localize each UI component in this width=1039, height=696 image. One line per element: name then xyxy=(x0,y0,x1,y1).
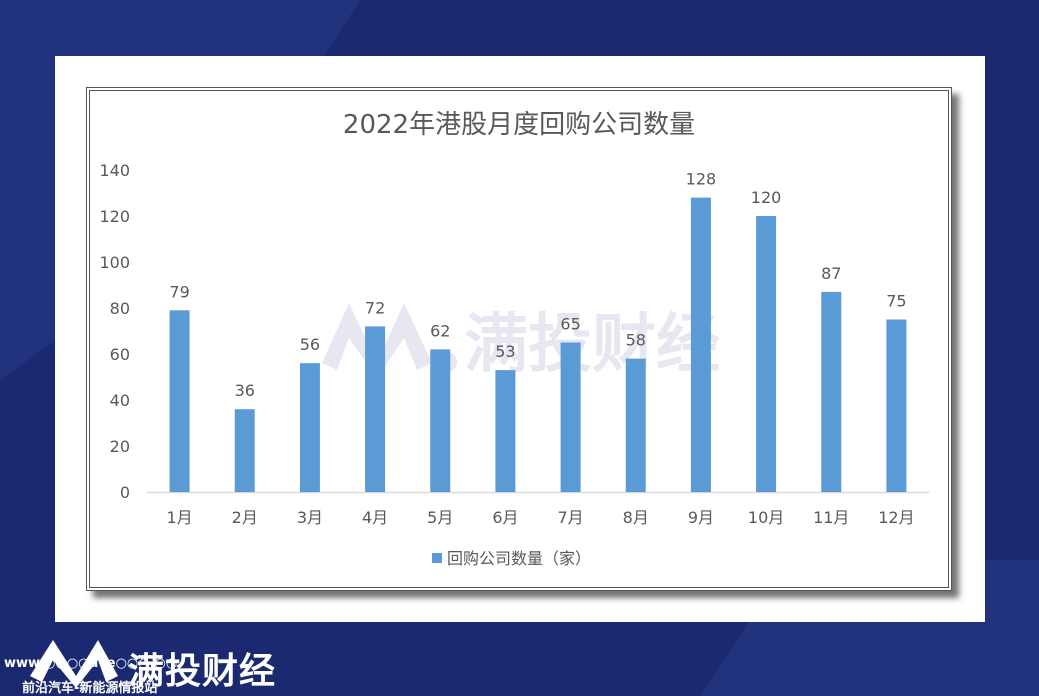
bar xyxy=(430,349,451,492)
bar-data-label: 65 xyxy=(560,315,580,334)
x-tick-label: 5月 xyxy=(427,508,453,527)
bar xyxy=(560,342,581,492)
bar-data-label: 58 xyxy=(626,331,646,350)
bar-data-label: 128 xyxy=(686,170,717,189)
bar-data-label: 36 xyxy=(235,381,255,400)
y-tick-label: 0 xyxy=(120,483,130,502)
bar xyxy=(299,363,320,492)
bar-data-label: 72 xyxy=(365,298,385,317)
bar-data-label: 62 xyxy=(430,321,450,340)
bar-data-label: 53 xyxy=(495,342,515,361)
x-tick-label: 2月 xyxy=(232,508,258,527)
y-tick-label: 80 xyxy=(110,299,130,318)
footer-tagline: 前沿汽车-新能源情报站 xyxy=(22,681,158,696)
bar xyxy=(625,358,646,492)
x-tick-label: 10月 xyxy=(748,508,784,527)
bar xyxy=(365,326,386,492)
bar xyxy=(234,409,255,492)
footer-url[interactable]: www.○○○○ave○○○.○○ xyxy=(4,656,178,671)
y-tick-label: 120 xyxy=(99,207,130,226)
x-tick-label: 8月 xyxy=(623,508,649,527)
x-tick-label: 4月 xyxy=(362,508,388,527)
x-tick-label: 11月 xyxy=(813,508,849,527)
x-tick-label: 7月 xyxy=(557,508,583,527)
bar xyxy=(756,216,777,492)
bar xyxy=(886,319,907,492)
bar xyxy=(821,291,842,492)
y-tick-label: 60 xyxy=(110,345,130,364)
bar-data-label: 56 xyxy=(300,335,320,354)
bar-data-label: 75 xyxy=(886,292,906,311)
watermark-text: 满投财经 xyxy=(464,308,720,382)
y-tick-label: 20 xyxy=(110,437,130,456)
y-tick-label: 140 xyxy=(99,161,130,180)
chart-frame-inner xyxy=(89,90,949,588)
bar xyxy=(690,197,711,492)
footer-brand-name: 满投财经 xyxy=(128,651,277,692)
chart-frame: 2022年港股月度回购公司数量 满投财经 0 20 40 60 80 100 120 140 7… xyxy=(86,87,952,591)
bar-data-label: 87 xyxy=(821,264,841,283)
legend-swatch xyxy=(432,553,442,563)
bar xyxy=(169,310,190,492)
x-tick-label: 9月 xyxy=(688,508,714,527)
bar-data-label: 120 xyxy=(751,188,782,207)
legend-label: 回购公司数量（家） xyxy=(447,549,591,568)
chart-card: 2022年港股月度回购公司数量 满投财经 0 20 40 60 80 100 120 140 7… xyxy=(55,56,985,622)
y-tick-label: 40 xyxy=(110,391,130,410)
chart-title: 2022年港股月度回购公司数量 xyxy=(343,110,695,140)
y-tick-label: 100 xyxy=(99,253,130,272)
x-tick-label: 1月 xyxy=(166,508,192,527)
bar-chart: 2022年港股月度回购公司数量 满投财经 0 20 40 60 80 100 120 140 7… xyxy=(99,110,929,568)
bar xyxy=(495,370,516,492)
footer-logo-icon xyxy=(30,640,118,688)
x-tick-label: 6月 xyxy=(492,508,518,527)
x-tick-label: 12月 xyxy=(878,508,914,527)
bar-data-label: 79 xyxy=(169,282,189,301)
x-tick-label: 3月 xyxy=(297,508,323,527)
